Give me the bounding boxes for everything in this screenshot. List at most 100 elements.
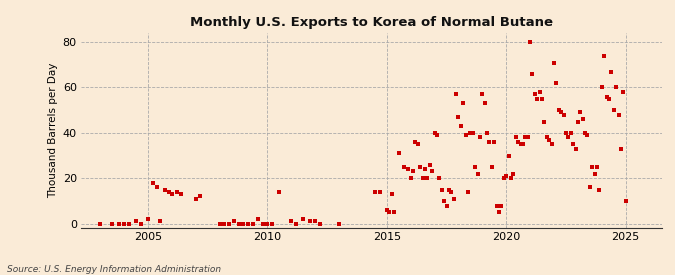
Point — [467, 131, 478, 135]
Point — [556, 110, 566, 115]
Point — [439, 199, 450, 203]
Point — [257, 221, 268, 226]
Point — [381, 208, 392, 212]
Point — [305, 219, 316, 224]
Point — [510, 135, 521, 140]
Point — [107, 221, 117, 226]
Point — [518, 142, 529, 147]
Point — [436, 188, 447, 192]
Point — [441, 203, 452, 208]
Point — [190, 197, 201, 201]
Point — [475, 135, 485, 140]
Point — [159, 188, 170, 192]
Point — [487, 165, 497, 169]
Point — [114, 221, 125, 226]
Point — [369, 190, 380, 194]
Point — [195, 194, 206, 199]
Point — [147, 181, 158, 185]
Point — [580, 131, 591, 135]
Point — [262, 221, 273, 226]
Point — [544, 138, 555, 142]
Point — [601, 94, 612, 99]
Point — [130, 219, 141, 224]
Point — [608, 108, 619, 112]
Point — [575, 110, 586, 115]
Point — [537, 97, 547, 101]
Point — [462, 190, 473, 194]
Point — [386, 192, 397, 196]
Point — [489, 140, 500, 144]
Point — [446, 190, 457, 194]
Point — [267, 221, 277, 226]
Point — [594, 188, 605, 192]
Point — [616, 147, 626, 151]
Point — [274, 190, 285, 194]
Point — [603, 97, 614, 101]
Point — [560, 131, 571, 135]
Point — [405, 176, 416, 180]
Point — [472, 172, 483, 176]
Point — [248, 221, 259, 226]
Point — [431, 133, 442, 138]
Point — [135, 221, 146, 226]
Point — [493, 210, 504, 214]
Point — [524, 40, 535, 44]
Point — [417, 176, 428, 180]
Point — [155, 219, 165, 224]
Point — [420, 167, 431, 171]
Point — [620, 199, 631, 203]
Point — [558, 112, 569, 117]
Point — [219, 221, 230, 226]
Point — [298, 217, 308, 221]
Point — [551, 81, 562, 85]
Point — [587, 165, 597, 169]
Point — [529, 92, 540, 97]
Point — [479, 101, 490, 106]
Point — [234, 221, 244, 226]
Point — [496, 203, 507, 208]
Point — [465, 131, 476, 135]
Point — [477, 92, 488, 97]
Point — [166, 192, 177, 196]
Point — [498, 176, 509, 180]
Point — [589, 172, 600, 176]
Point — [164, 190, 175, 194]
Point — [549, 60, 560, 65]
Point — [286, 219, 296, 224]
Point — [124, 221, 134, 226]
Point — [443, 188, 454, 192]
Point — [515, 142, 526, 147]
Point — [599, 54, 610, 58]
Point — [310, 219, 321, 224]
Y-axis label: Thousand Barrels per Day: Thousand Barrels per Day — [49, 63, 59, 198]
Point — [412, 142, 423, 147]
Point — [408, 169, 418, 174]
Point — [429, 131, 440, 135]
Point — [520, 135, 531, 140]
Point — [384, 210, 395, 214]
Point — [570, 147, 581, 151]
Text: Source: U.S. Energy Information Administration: Source: U.S. Energy Information Administ… — [7, 265, 221, 274]
Point — [315, 221, 325, 226]
Point — [453, 115, 464, 119]
Point — [501, 174, 512, 178]
Point — [577, 117, 588, 122]
Point — [389, 210, 400, 214]
Point — [508, 172, 519, 176]
Point — [554, 108, 564, 112]
Point — [152, 185, 163, 189]
Point — [95, 221, 105, 226]
Point — [513, 140, 524, 144]
Point — [448, 197, 459, 201]
Point — [503, 153, 514, 158]
Point — [176, 192, 187, 196]
Point — [394, 151, 404, 156]
Point — [451, 92, 462, 97]
Point — [484, 140, 495, 144]
Point — [546, 142, 557, 147]
Title: Monthly U.S. Exports to Korea of Normal Butane: Monthly U.S. Exports to Korea of Normal … — [190, 16, 553, 29]
Point — [398, 165, 409, 169]
Point — [591, 165, 602, 169]
Point — [119, 221, 130, 226]
Point — [527, 72, 538, 76]
